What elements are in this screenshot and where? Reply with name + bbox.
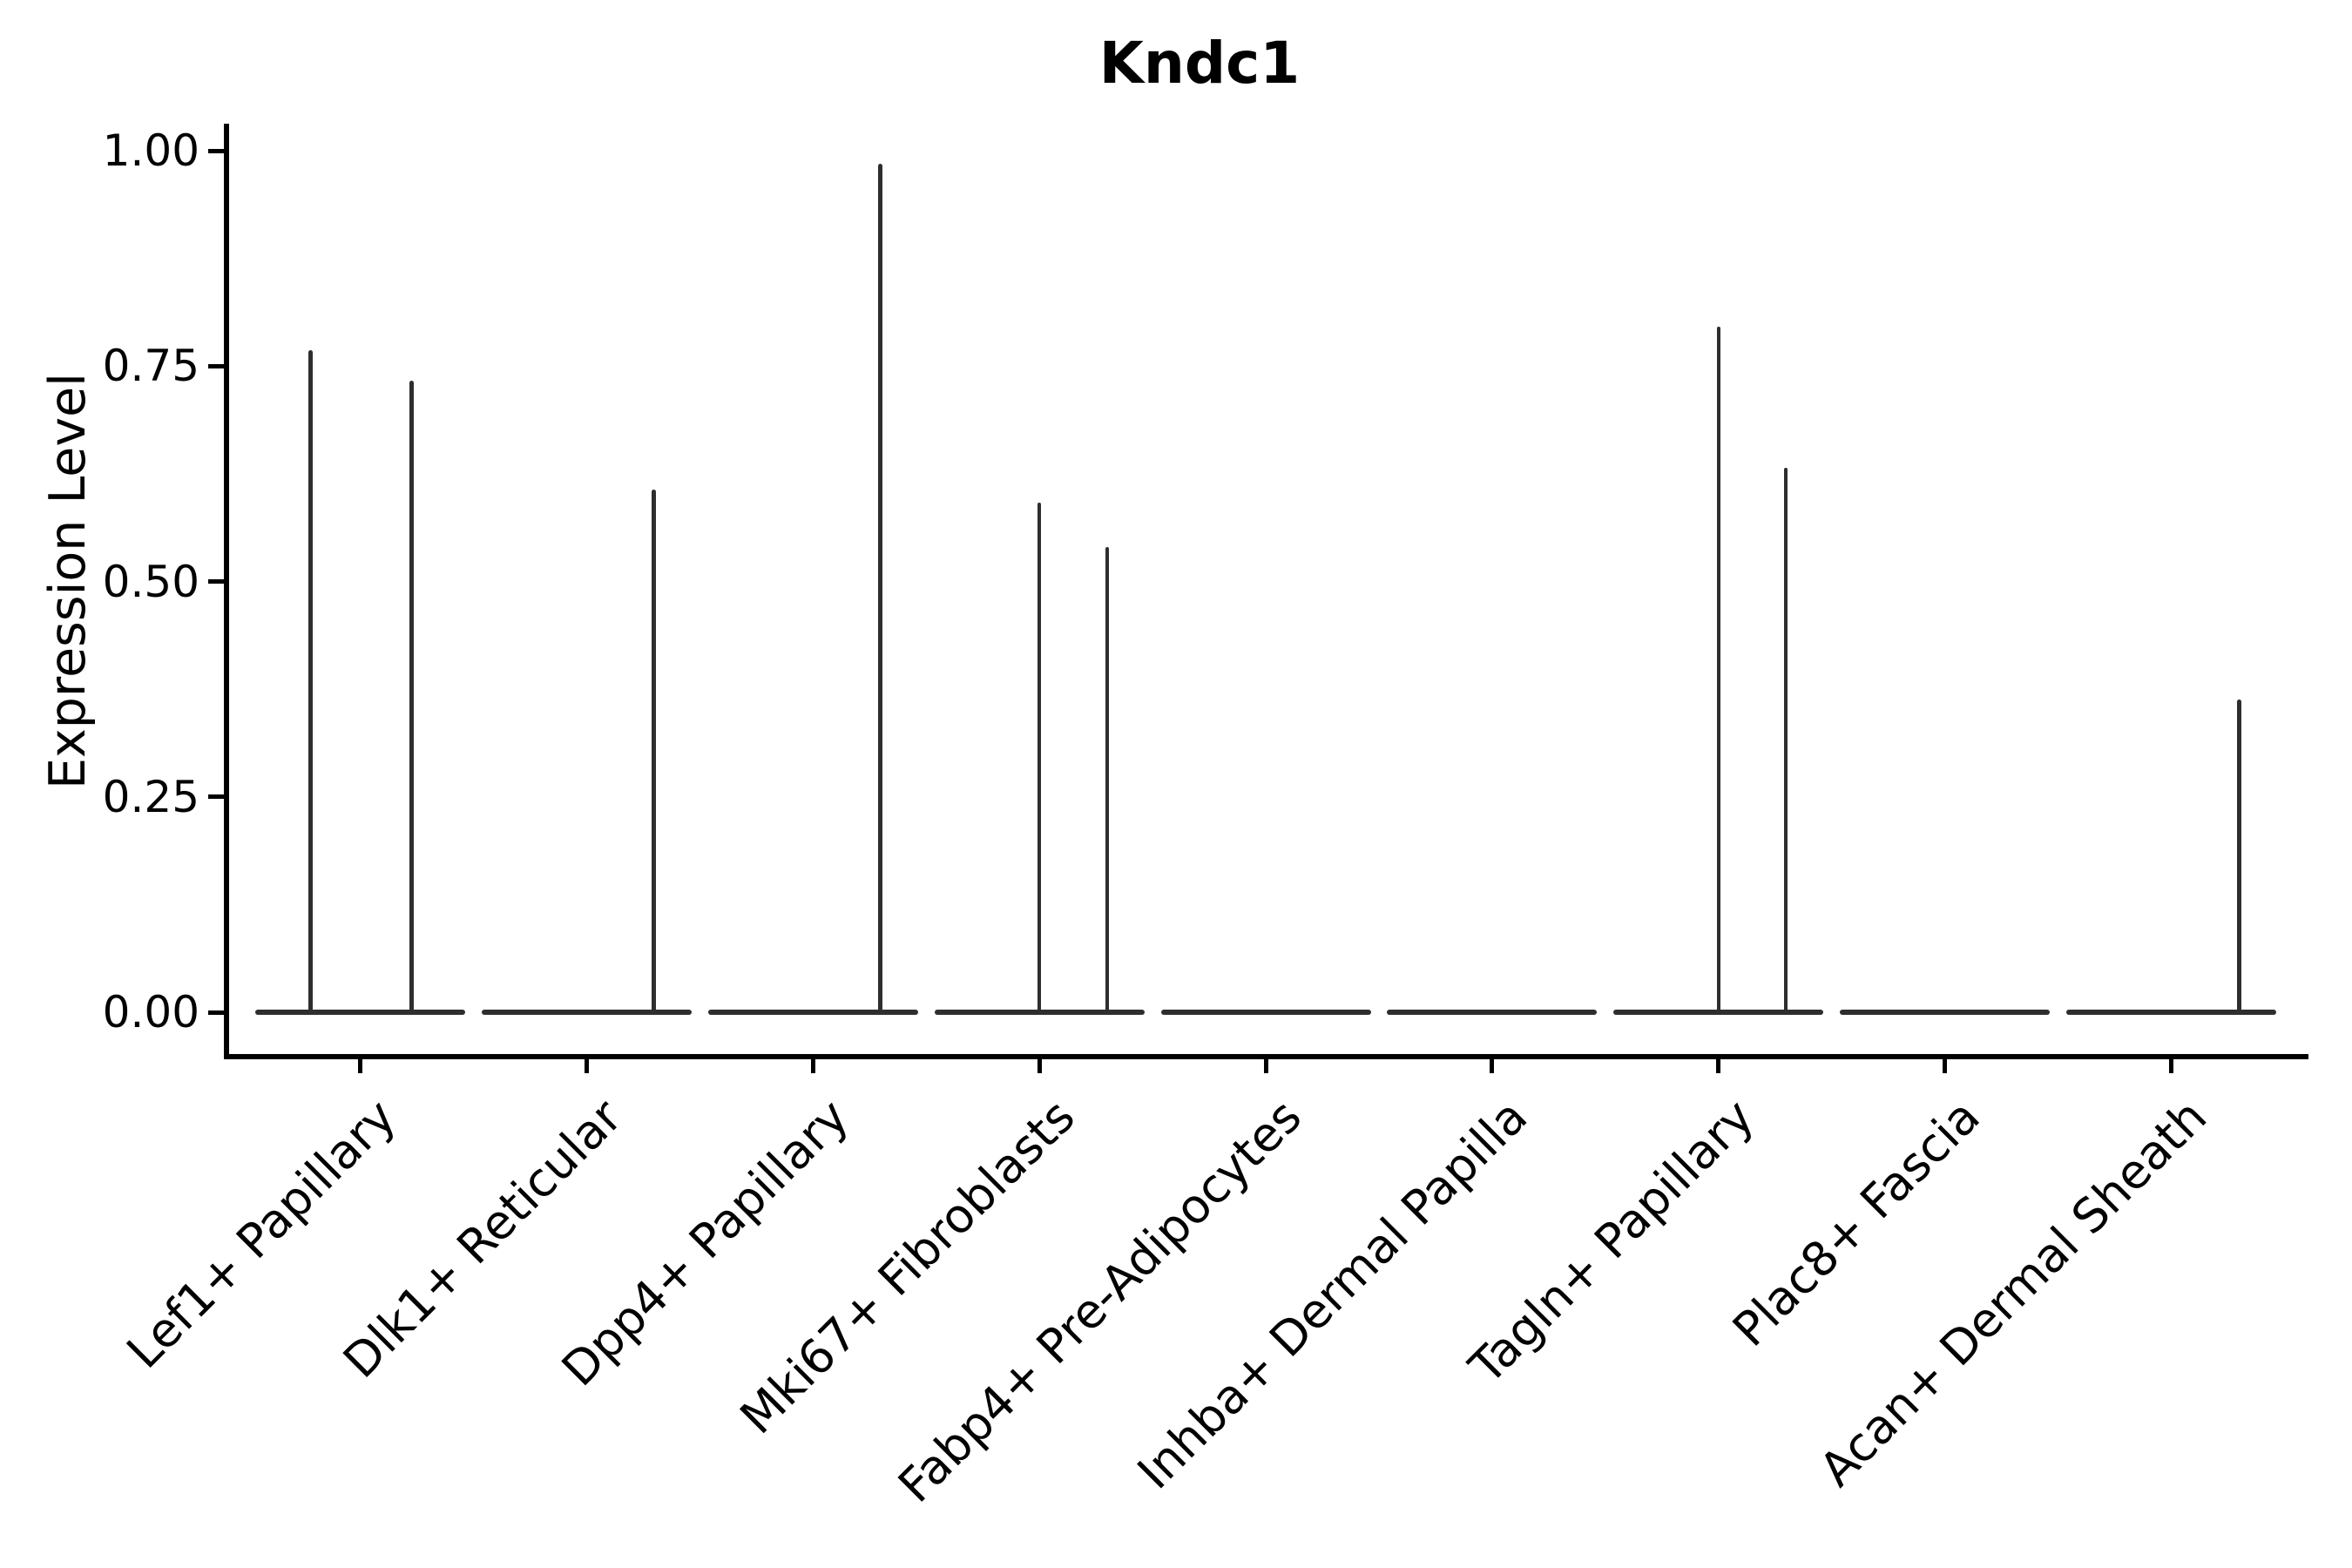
y-axis-spine bbox=[224, 124, 229, 1059]
y-tick-mark bbox=[208, 363, 224, 368]
x-category-label: Fabp4+ Pre-Adipocytes bbox=[887, 1089, 1312, 1513]
y-tick-label: 1.00 bbox=[102, 125, 199, 176]
y-tick-label: 0.50 bbox=[102, 556, 199, 607]
violin-baseline bbox=[1840, 1010, 2051, 1015]
violin-spike bbox=[1716, 326, 1720, 1015]
x-tick-mark bbox=[1943, 1059, 1948, 1073]
x-category-label: Inhba+ Dermal Papilla bbox=[1127, 1089, 1538, 1500]
y-tick-label: 0.00 bbox=[102, 987, 199, 1037]
x-tick-mark bbox=[1716, 1059, 1721, 1073]
violin-spike bbox=[878, 163, 882, 1015]
x-tick-mark bbox=[2169, 1059, 2173, 1073]
x-tick-mark bbox=[1037, 1059, 1042, 1073]
y-tick-mark bbox=[208, 1010, 224, 1015]
violin-spike bbox=[409, 381, 414, 1015]
y-tick-label: 0.75 bbox=[102, 341, 199, 392]
violin-spike bbox=[1783, 467, 1788, 1015]
violin-spike bbox=[2237, 699, 2241, 1015]
violin-baseline bbox=[1160, 1010, 1371, 1015]
x-tick-mark bbox=[810, 1059, 815, 1073]
violin-baseline bbox=[481, 1010, 692, 1015]
x-tick-mark bbox=[358, 1059, 362, 1073]
x-tick-mark bbox=[1490, 1059, 1495, 1073]
y-axis-label: Expression Level bbox=[39, 373, 97, 789]
x-tick-mark bbox=[584, 1059, 589, 1073]
violin-baseline bbox=[255, 1010, 465, 1015]
violin-spike bbox=[1037, 502, 1042, 1015]
x-tick-mark bbox=[1263, 1059, 1268, 1073]
x-category-label: Acan+ Dermal Sheath bbox=[1808, 1089, 2218, 1497]
violin-baseline bbox=[2066, 1010, 2276, 1015]
violin-baseline bbox=[707, 1010, 918, 1015]
x-axis-spine bbox=[224, 1054, 2308, 1059]
y-tick-mark bbox=[208, 794, 224, 800]
chart-title: Kndc1 bbox=[1098, 30, 1301, 97]
y-tick-label: 0.25 bbox=[102, 771, 199, 822]
y-tick-mark bbox=[208, 148, 224, 153]
violin-spike bbox=[652, 489, 656, 1015]
y-tick-mark bbox=[208, 579, 224, 584]
violin-spike bbox=[1105, 546, 1110, 1015]
violin-baseline bbox=[1387, 1010, 1598, 1015]
violin-spike bbox=[308, 350, 313, 1015]
